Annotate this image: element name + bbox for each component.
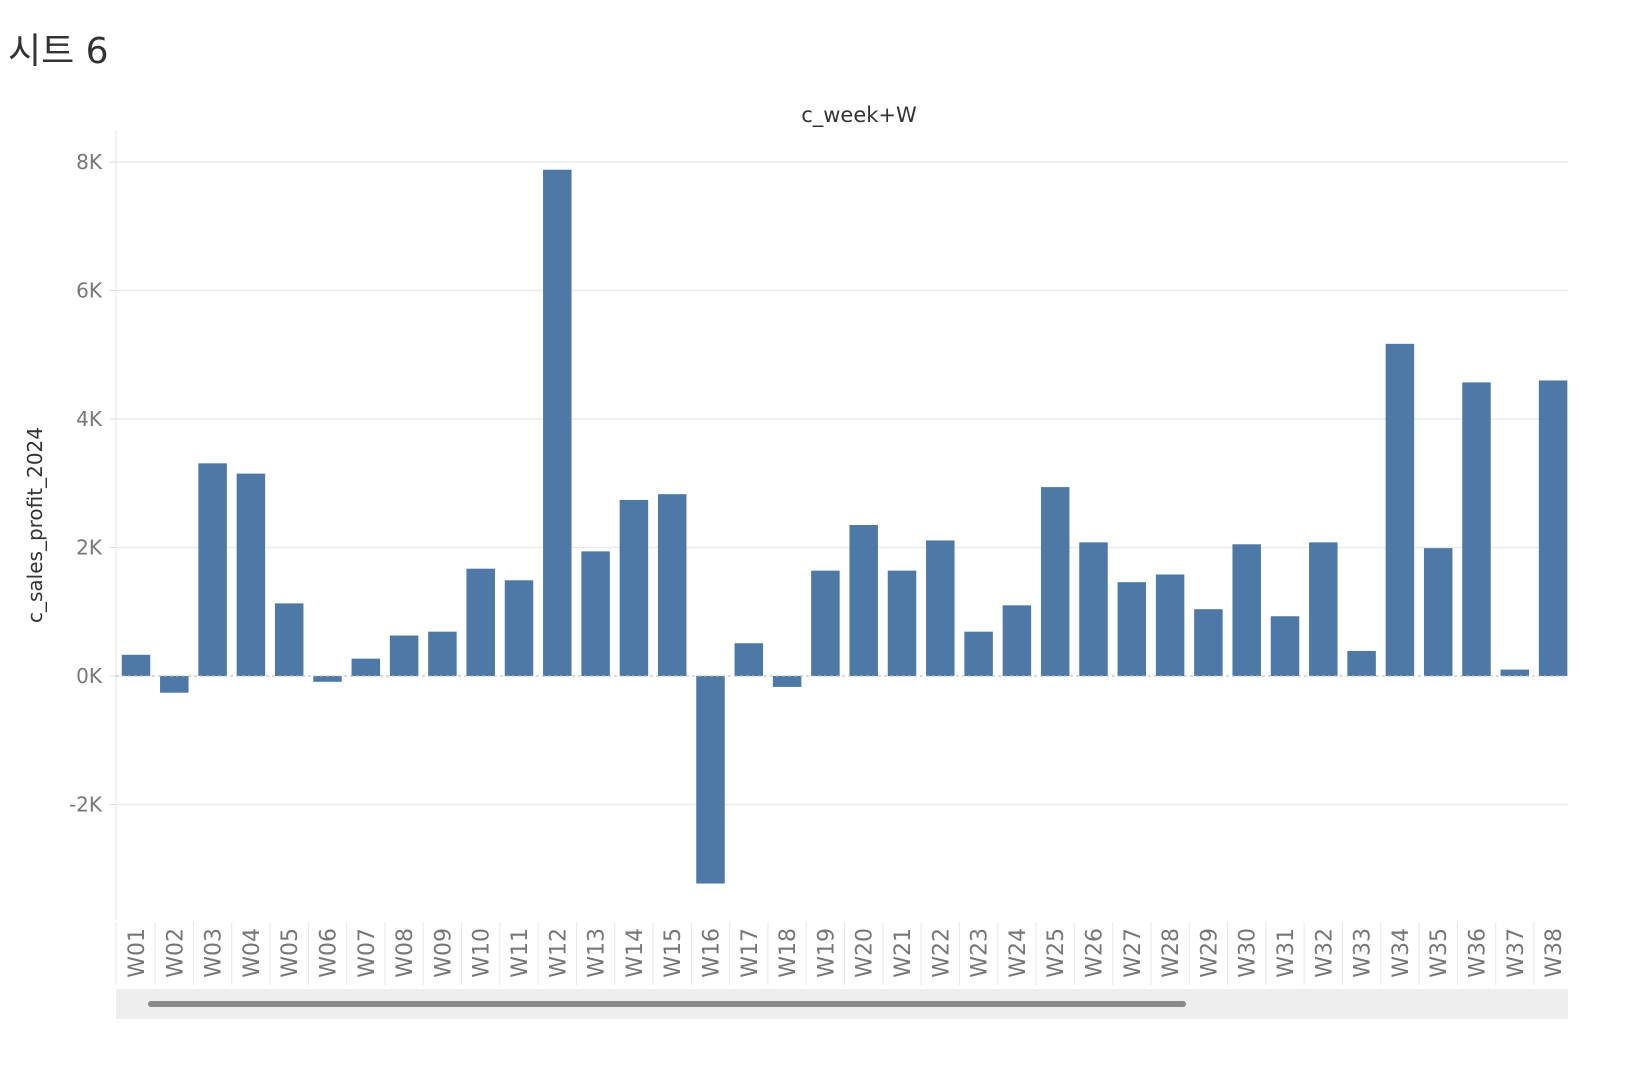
bar-w35[interactable] [1423, 548, 1453, 676]
bar-w30[interactable] [1232, 544, 1261, 676]
bar-w25[interactable] [1040, 487, 1070, 676]
x-tick-label: W24 [1006, 928, 1031, 978]
x-tick-label: W31 [1274, 928, 1299, 978]
bar-w09[interactable] [428, 631, 457, 676]
scrollbar-thumb[interactable] [148, 1001, 1186, 1007]
x-tick-label: W01 [125, 928, 150, 978]
x-tick-label: W20 [853, 928, 878, 978]
x-tick-label: W33 [1351, 928, 1376, 978]
x-tick-label: W23 [968, 928, 993, 978]
x-tick-label: W17 [738, 928, 763, 978]
x-tick-label: W03 [202, 928, 227, 978]
bars [116, 169, 1568, 884]
bar-w38[interactable] [1538, 380, 1568, 676]
bar-w11[interactable] [504, 580, 534, 676]
x-tick-label: W34 [1389, 928, 1414, 978]
bar-w19[interactable] [811, 570, 840, 676]
y-tick-label: 6K [76, 279, 103, 303]
bar-w04[interactable] [236, 473, 266, 676]
y-tick-label: 0K [76, 664, 103, 688]
x-tick-label: W07 [355, 928, 380, 978]
bar-w06[interactable] [313, 676, 342, 682]
bar-w14[interactable] [619, 499, 649, 676]
bar-w26[interactable] [1079, 542, 1108, 676]
bar-w22[interactable] [926, 540, 955, 676]
bar-w16[interactable] [696, 676, 725, 884]
x-tick-label: W11 [508, 928, 533, 978]
bar-w28[interactable] [1155, 574, 1185, 676]
x-tick-label: W36 [1466, 928, 1491, 978]
x-tick-label: W32 [1312, 928, 1337, 978]
y-axis-ticks: 8K 6K 4K 2K 0K -2K [69, 150, 103, 817]
x-tick-label: W30 [1236, 928, 1261, 978]
x-tick-label: W16 [700, 928, 725, 978]
grid-lines [110, 130, 1568, 920]
bar-w18[interactable] [772, 676, 802, 687]
x-tick-label: W14 [623, 928, 648, 978]
bar-w36[interactable] [1462, 382, 1491, 676]
bar-w33[interactable] [1347, 650, 1376, 676]
bar-w02[interactable] [160, 676, 189, 693]
chart-header: c_week+W [801, 103, 917, 128]
bar-w32[interactable] [1309, 542, 1338, 676]
x-tick-label: W26 [1083, 928, 1108, 978]
bar-w03[interactable] [198, 463, 227, 676]
bar-w27[interactable] [1117, 582, 1147, 676]
x-tick-label: W18 [776, 928, 801, 978]
x-tick-label: W19 [814, 928, 839, 978]
horizontal-scrollbar[interactable] [116, 989, 1568, 1019]
bar-w23[interactable] [964, 631, 993, 676]
bar-w05[interactable] [274, 603, 304, 676]
x-tick-label: W35 [1427, 928, 1452, 978]
x-tick-label: W27 [1121, 928, 1146, 978]
bar-w15[interactable] [657, 494, 687, 676]
bar-w12[interactable] [543, 169, 572, 676]
bar-w08[interactable] [389, 635, 419, 676]
sheet-title: 시트 6 [8, 31, 109, 72]
bar-w07[interactable] [351, 658, 381, 676]
x-axis-ticks: W01 W02 W03 W04 W05 W06 W07 W08 W09 W10 W11 W12 W13 W… [115, 922, 1567, 985]
bar-w34[interactable] [1385, 343, 1415, 676]
x-tick-label: W13 [585, 928, 610, 978]
x-tick-label: W04 [240, 928, 265, 978]
bar-w10[interactable] [466, 568, 495, 676]
y-tick-label: 2K [76, 536, 103, 560]
x-tick-label: W09 [431, 928, 456, 978]
x-tick-label: W08 [393, 928, 418, 978]
y-tick-label: 4K [76, 407, 103, 431]
y-tick-label: 8K [76, 150, 103, 174]
x-tick-label: W25 [1044, 928, 1069, 978]
x-tick-label: W05 [278, 928, 303, 978]
bar-w37[interactable] [1500, 669, 1530, 676]
bar-w20[interactable] [849, 525, 878, 676]
bar-w29[interactable] [1194, 609, 1223, 676]
x-tick-label: W15 [661, 928, 686, 978]
x-tick-label: W22 [929, 928, 954, 978]
y-tick-label: -2K [69, 793, 103, 817]
x-tick-label: W02 [163, 928, 188, 978]
x-tick-label: W29 [1197, 928, 1222, 978]
x-tick-label: W06 [317, 928, 342, 978]
x-tick-label: W21 [891, 928, 916, 978]
bar-w01[interactable] [121, 654, 151, 676]
bar-w31[interactable] [1270, 616, 1300, 676]
y-axis-title: c_sales_profit_2024 [23, 427, 47, 623]
x-tick-label: W28 [1159, 928, 1184, 978]
x-tick-label: W38 [1542, 928, 1567, 978]
bar-w17[interactable] [734, 643, 764, 676]
bar-w24[interactable] [1002, 605, 1032, 676]
bar-w13[interactable] [581, 551, 610, 676]
bar-w21[interactable] [887, 570, 917, 676]
x-tick-label: W12 [546, 928, 571, 978]
x-tick-label: W10 [470, 928, 495, 978]
x-tick-label: W37 [1504, 928, 1529, 978]
